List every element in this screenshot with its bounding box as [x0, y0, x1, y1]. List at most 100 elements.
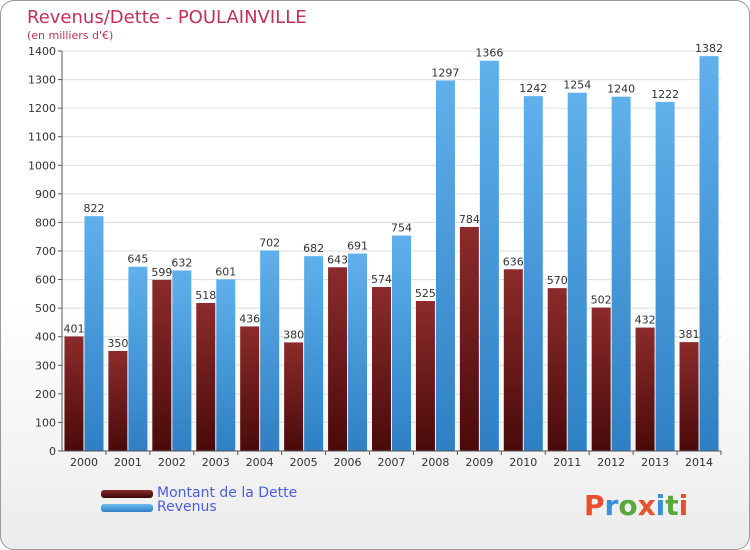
- y-tick-label: 1200: [28, 102, 56, 115]
- y-tick-label: 600: [35, 274, 56, 287]
- bar-revenus: [435, 80, 455, 451]
- bar-revenus: [611, 96, 631, 451]
- bar-dette: [591, 307, 611, 451]
- bar-revenus: [655, 101, 675, 451]
- data-label-dette: 401: [63, 322, 84, 335]
- bar-revenus: [260, 250, 280, 451]
- x-tick-label: 2001: [114, 456, 142, 469]
- bar-revenus: [216, 279, 236, 451]
- data-label-dette: 525: [415, 287, 436, 300]
- data-label-dette: 432: [635, 314, 656, 327]
- data-label-dette: 380: [283, 328, 304, 341]
- bar-dette: [196, 303, 216, 451]
- data-label-dette: 784: [459, 213, 480, 226]
- bar-dette: [108, 351, 128, 451]
- data-label-dette: 599: [151, 266, 172, 279]
- data-label-revenus: 1366: [475, 47, 503, 60]
- bar-dette: [503, 269, 523, 451]
- data-label-dette: 574: [371, 273, 392, 286]
- data-label-dette: 381: [679, 328, 700, 341]
- legend-swatch-revenus: [101, 504, 153, 512]
- data-label-revenus: 754: [391, 222, 412, 235]
- data-label-dette: 643: [327, 253, 348, 266]
- bar-dette: [547, 288, 567, 451]
- bar-revenus: [392, 235, 411, 451]
- bar-dette: [284, 342, 304, 451]
- bar-dette: [64, 336, 84, 451]
- data-label-revenus: 822: [83, 202, 104, 215]
- bar-dette: [459, 227, 479, 451]
- bar-dette: [328, 267, 348, 451]
- x-tick-label: 2002: [158, 456, 186, 469]
- bar-revenus: [84, 216, 104, 451]
- bar-revenus: [348, 253, 368, 451]
- bar-dette: [152, 279, 172, 451]
- x-tick-label: 2009: [465, 456, 493, 469]
- data-label-dette: 350: [107, 337, 128, 350]
- data-label-revenus: 1240: [607, 83, 635, 96]
- bar-revenus: [172, 270, 192, 451]
- data-label-dette: 636: [503, 255, 524, 268]
- proxiti-logo: Proxiti: [584, 489, 689, 522]
- data-label-revenus: 1222: [651, 88, 679, 101]
- legend-swatch-dette: [101, 490, 153, 498]
- bar-revenus: [699, 56, 719, 452]
- y-tick-label: 700: [35, 245, 56, 258]
- y-tick-label: 1400: [28, 45, 56, 58]
- data-label-dette: 518: [195, 289, 216, 302]
- y-tick-label: 900: [35, 188, 56, 201]
- bar-dette: [240, 326, 260, 451]
- x-tick-label: 2012: [597, 456, 625, 469]
- bar-dette: [679, 342, 699, 451]
- x-tick-label: 2010: [509, 456, 537, 469]
- x-tick-label: 2006: [334, 456, 362, 469]
- bar-revenus: [523, 96, 543, 452]
- y-tick-label: 800: [35, 216, 56, 229]
- data-label-dette: 570: [547, 274, 568, 287]
- bar-dette: [415, 301, 435, 451]
- x-tick-label: 2007: [378, 456, 406, 469]
- data-label-revenus: 1382: [695, 42, 723, 55]
- x-tick-label: 2005: [290, 456, 318, 469]
- x-tick-label: 2008: [421, 456, 449, 469]
- x-tick-label: 2003: [202, 456, 230, 469]
- y-tick-label: 100: [35, 416, 56, 429]
- data-label-revenus: 632: [171, 256, 192, 269]
- gridlines: [62, 50, 721, 452]
- data-label-revenus: 691: [347, 240, 368, 253]
- data-label-revenus: 682: [303, 242, 324, 255]
- y-tick-label: 0: [49, 445, 56, 458]
- bar-dette: [372, 287, 391, 451]
- x-tick-label: 2014: [685, 456, 713, 469]
- chart-title: Revenus/Dette - POULAINVILLE: [27, 7, 307, 28]
- bar-revenus: [304, 256, 324, 451]
- data-label-dette: 502: [591, 294, 612, 307]
- x-tick-label: 2004: [246, 456, 274, 469]
- legend-label-dette: Montant de la Dette: [157, 485, 298, 501]
- data-label-revenus: 1254: [563, 79, 591, 92]
- data-label-revenus: 1242: [519, 82, 547, 95]
- y-tick-label: 300: [35, 359, 56, 372]
- bar-revenus: [479, 60, 499, 451]
- x-tick-label: 2013: [641, 456, 669, 469]
- data-label-dette: 436: [239, 312, 260, 325]
- bar-revenus: [567, 92, 587, 451]
- y-tick-label: 200: [35, 388, 56, 401]
- axes: 0 100 200 300 400 500 600 700 800 900 1000 1100 1200…: [28, 45, 722, 469]
- data-label-revenus: 702: [259, 236, 280, 249]
- y-tick-label: 1300: [28, 74, 56, 87]
- x-tick-label: 2000: [70, 456, 98, 469]
- y-tick-label: 400: [35, 331, 56, 344]
- data-label-revenus: 645: [127, 253, 148, 266]
- legend-label-revenus: Revenus: [157, 499, 217, 515]
- y-tick-label: 1000: [28, 159, 56, 172]
- x-tick-label: 2011: [553, 456, 581, 469]
- chart-subtitle: (en milliers d'€): [27, 29, 114, 42]
- y-tick-label: 1100: [28, 131, 56, 144]
- bar-revenus: [128, 266, 148, 451]
- data-label-revenus: 1297: [431, 66, 459, 79]
- data-label-revenus: 601: [215, 265, 236, 278]
- bar-dette: [635, 327, 655, 451]
